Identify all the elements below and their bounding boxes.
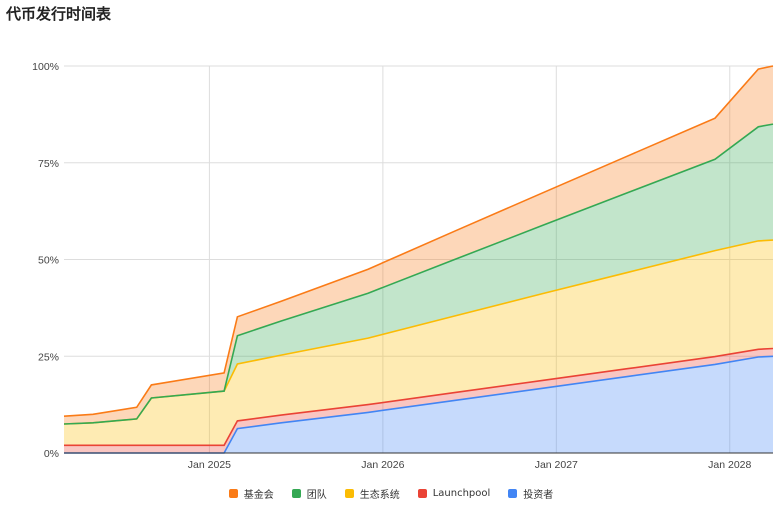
line-series-3 (63, 123, 774, 425)
line-series-4 (63, 65, 774, 417)
legend-item[interactable]: Launchpool (417, 486, 491, 501)
line-series-1 (64, 347, 774, 447)
area-series-2 (64, 240, 773, 446)
chart-title: 代币发行时间表 (6, 5, 112, 23)
axis-layer: 0% 25% 50% 75% 100% Jan 2025 Jan 2026 Jan 2027 J… (32, 61, 773, 471)
x-tick-label: Jan 2025 (188, 459, 231, 471)
legend-swatch (228, 489, 238, 498)
y-tick-label: 0% (44, 448, 59, 460)
legend-item[interactable]: 团队 (291, 486, 327, 501)
legend-label: 投资者 (523, 490, 554, 501)
legend-swatch (344, 489, 354, 498)
legend-label: 生态系统 (359, 490, 400, 501)
legend-label: 基金会 (243, 490, 274, 501)
legend: 基金会 团队 生态系统 Launchpool 投资者 (0, 486, 782, 501)
legend-swatch (291, 489, 301, 498)
legend-swatch (508, 489, 518, 498)
legend-item[interactable]: 基金会 (228, 486, 274, 501)
y-tick-label: 25% (38, 351, 59, 363)
legend-item[interactable]: 生态系统 (344, 486, 400, 501)
legend-item[interactable]: 投资者 (508, 486, 553, 501)
line-layer (63, 65, 774, 454)
legend-label: Launchpool (432, 488, 491, 499)
x-tick-label: Jan 2027 (535, 459, 578, 471)
area-series-1 (64, 348, 773, 453)
legend-label: 团队 (306, 490, 327, 501)
y-tick-label: 75% (38, 158, 59, 170)
y-tick-label: 50% (38, 255, 59, 267)
x-tick-label: Jan 2028 (708, 459, 751, 471)
y-tick-label: 100% (32, 61, 59, 73)
x-tick-label: Jan 2026 (361, 459, 404, 471)
legend-swatch (417, 489, 427, 498)
